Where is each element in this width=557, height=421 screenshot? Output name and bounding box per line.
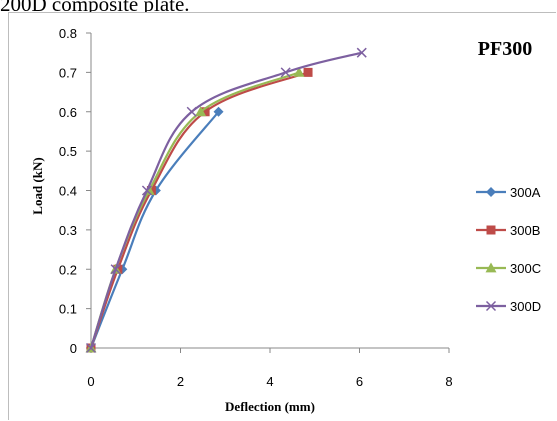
y-tick-label: 0.5 [59, 144, 77, 159]
legend-label: 300C [510, 261, 541, 276]
legend-item-300A: 300A [476, 185, 541, 200]
x-tick-label: 4 [266, 374, 273, 389]
legend-marker [486, 187, 496, 197]
data-point-300D [280, 67, 291, 78]
y-tick-label: 0.1 [59, 302, 77, 317]
data-point-300D [356, 47, 367, 58]
y-tick-label: 0.3 [59, 223, 77, 238]
data-point-300D [110, 264, 121, 275]
legend-label: 300A [510, 185, 541, 200]
y-tick-label: 0.6 [59, 105, 77, 120]
data-point-300B [303, 67, 313, 77]
data-point-300C [293, 66, 305, 77]
data-point-300B [200, 107, 210, 117]
y-tick-label: 0.2 [59, 262, 77, 277]
series-layer [85, 47, 367, 354]
caption-fragment: 200D composite plate. [0, 0, 190, 14]
legend-item-300D: 300D [476, 299, 541, 314]
data-point-300D [186, 106, 197, 117]
y-axis-title: Load (kN) [30, 157, 45, 214]
data-point-300A [213, 106, 224, 117]
series-line-300A [89, 111, 220, 349]
x-axis-title: Deflection (mm) [225, 399, 315, 414]
legend-item-300C: 300C [476, 261, 541, 276]
y-tick-label: 0.7 [59, 65, 77, 80]
x-tick-label: 2 [177, 374, 184, 389]
legend-item-300B: 300B [476, 223, 540, 238]
data-point-300D [141, 185, 152, 196]
legend-marker [486, 225, 496, 235]
axes: 0 0.1 0.2 0.3 0.4 0.5 0.6 0.7 0.8 0 2 4 6 8 [59, 26, 453, 389]
legend-marker [485, 300, 497, 312]
y-tick-label: 0.8 [59, 26, 77, 41]
y-tick-label: 0.4 [59, 184, 77, 199]
chart-title: PF300 [478, 38, 532, 60]
x-tick-label: 6 [356, 374, 363, 389]
data-point-300C [195, 106, 207, 117]
legend: 300A 300B 300C 300D [476, 185, 541, 314]
legend-label: 300D [510, 299, 541, 314]
series-300D [85, 47, 367, 354]
x-tick-label: 0 [87, 374, 94, 389]
x-tick-label: 8 [445, 374, 452, 389]
series-line-300C [89, 71, 300, 349]
legend-marker [485, 262, 497, 273]
legend-label: 300B [510, 223, 540, 238]
data-point-300D [85, 342, 97, 354]
y-tick-label: 0 [70, 341, 77, 356]
chart-area [8, 12, 556, 420]
series-300A [86, 106, 224, 353]
